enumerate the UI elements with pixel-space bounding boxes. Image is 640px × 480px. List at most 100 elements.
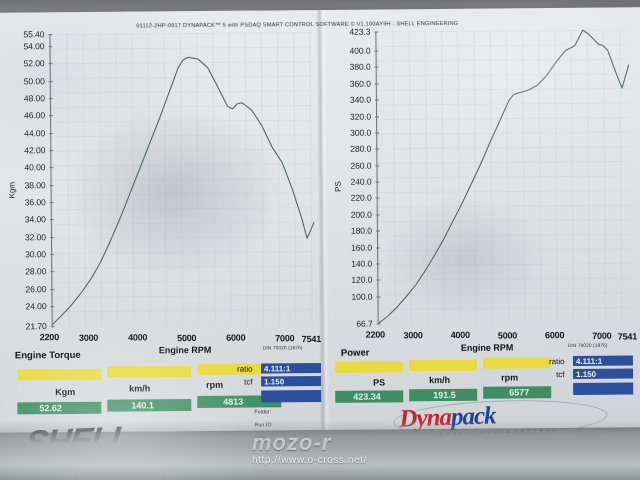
- power-x-axis-title: Engine RPM: [460, 342, 514, 353]
- torque-y-tick: [50, 288, 55, 290]
- torque-y-tick-label: 48.00: [23, 93, 45, 104]
- torque-col-kmh: km/h: [129, 383, 151, 394]
- torque-col-kgm: Kgm: [55, 386, 76, 398]
- torque-y-tick: [49, 115, 54, 117]
- power-y-tick-label: 260.0: [350, 160, 372, 171]
- torque-y-tick-label: 28.00: [25, 266, 47, 277]
- torque-y-tick: [50, 254, 55, 256]
- torque-y-tick-label: 50.00: [23, 75, 45, 87]
- power-y-tick: [374, 31, 379, 33]
- power-x-tick-label: 5000: [497, 330, 518, 341]
- torque-value-rpm: 4813: [223, 396, 244, 407]
- power-x-tick-label: 6000: [544, 330, 565, 341]
- power-y-tick: [375, 148, 380, 150]
- power-x-tick-label: 2200: [365, 329, 386, 340]
- torque-x-tick-label: 3000: [78, 332, 99, 343]
- torque-y-tick-label: 42.00: [24, 145, 46, 156]
- power-chart-title: Power: [340, 347, 370, 359]
- power-y-tick-label: 200.0: [350, 209, 372, 220]
- torque-y-tick-label: 52.00: [23, 58, 45, 69]
- power-kmh-header-bar: [408, 359, 478, 372]
- torque-y-tick-label: 24.00: [25, 301, 47, 312]
- power-y-tick-label: 340.0: [349, 94, 371, 105]
- torque-ratio-label: ratio: [236, 364, 253, 374]
- power-x-tick-label: 7541: [617, 331, 638, 342]
- torque-value-kgm: 52.62: [39, 403, 62, 414]
- torque-curve: [52, 56, 315, 325]
- power-y-tick: [374, 66, 379, 69]
- torque-y-tick: [50, 271, 55, 273]
- power-x-tick-label: 3000: [403, 329, 423, 340]
- torque-y-tick: [49, 219, 54, 221]
- power-y-tick-label: 320.0: [349, 111, 372, 122]
- power-y-tick: [374, 99, 379, 101]
- torque-kgm-header-bar: [17, 368, 102, 381]
- power-y-tick: [375, 116, 380, 118]
- torque-value-kmh: 140.1: [131, 400, 154, 411]
- power-tcf-label: tcf: [556, 370, 565, 380]
- power-y-tick: [374, 83, 379, 85]
- torque-kmh-header-bar: [106, 366, 192, 378]
- torque-y-tick-label: 34.00: [24, 214, 46, 225]
- power-y-tick: [376, 263, 381, 265]
- power-standard-label: DIN 70020 (1976): [567, 343, 608, 350]
- power-curve: [378, 29, 630, 324]
- torque-standard-label: DIN 70020 (1976): [262, 346, 303, 352]
- torque-y-axis-title: Kgm: [7, 181, 17, 199]
- torque-y-tick-label: 30.00: [25, 249, 47, 260]
- torque-y-tick-label: 36.00: [24, 197, 46, 208]
- power-chart: [376, 29, 631, 324]
- power-ratio-label: ratio: [548, 357, 565, 367]
- engine-torque-chart: [50, 32, 315, 327]
- torque-tcf-value: 1.150: [264, 377, 285, 387]
- power-y-tick-label: 400.0: [349, 45, 371, 56]
- torque-ratio-value: 4.111:1: [263, 364, 291, 374]
- torque-y-tick-label: 55.40: [23, 29, 45, 40]
- power-y-tick: [375, 230, 380, 232]
- printout-header-title: 01112-2HP-0917 DYNAPACK™ 5 with PSDAQ SM…: [136, 20, 459, 30]
- power-ps-header-bar: [334, 361, 404, 373]
- power-value-rpm: 6577: [509, 387, 530, 398]
- power-y-tick-label: 360.0: [349, 78, 371, 89]
- torque-y-tick: [50, 326, 55, 328]
- power-y-tick: [375, 197, 380, 200]
- power-y-tick: [375, 132, 380, 134]
- power-y-tick: [375, 165, 380, 167]
- torque-y-tick: [50, 306, 55, 308]
- power-value-kmh: 191.5: [433, 389, 456, 401]
- torque-y-tick: [49, 202, 54, 204]
- power-y-tick-label: 160.0: [351, 242, 373, 253]
- power-y-tick-label: 300.0: [350, 127, 372, 138]
- torque-y-tick: [48, 34, 53, 36]
- torque-y-tick: [48, 98, 53, 100]
- torque-x-tick-label: 7000: [275, 333, 295, 344]
- torque-y-tick-label: 26.00: [25, 283, 47, 295]
- power-y-tick-label: 140.0: [351, 258, 373, 269]
- power-y-axis-title: PS: [333, 181, 343, 192]
- torque-x-tick-label: 2200: [39, 332, 60, 343]
- power-tcf-value: 1.150: [576, 369, 597, 379]
- torque-y-tick: [49, 184, 54, 186]
- watermark-url: http://www.o-cross.net/: [252, 455, 367, 466]
- torque-y-tick: [48, 63, 53, 65]
- power-y-tick: [376, 247, 381, 249]
- torque-col-rpm: rpm: [206, 379, 224, 390]
- power-y-tick: [376, 279, 381, 281]
- torque-x-axis-title: Engine RPM: [158, 344, 212, 356]
- torque-y-tick-label: 21.70: [25, 321, 47, 332]
- watermark-logo: mozo-r: [252, 430, 332, 455]
- torque-x-tick-label: 7541: [301, 333, 322, 344]
- power-ratio-value: 4.111:1: [575, 356, 603, 366]
- torque-tcf-label: tcf: [244, 377, 253, 387]
- power-y-tick-label: 180.0: [350, 225, 372, 236]
- power-col-kmh: km/h: [429, 374, 451, 386]
- torque-y-tick: [49, 167, 54, 169]
- power-rpm-header-bar: [482, 357, 552, 369]
- power-y-tick-label: 280.0: [350, 143, 372, 155]
- power-y-tick-label: 100.0: [351, 291, 373, 302]
- power-y-tick-label: 220.0: [350, 193, 372, 204]
- torque-y-tick: [49, 132, 54, 134]
- torque-y-tick-label: 46.00: [23, 110, 46, 121]
- torque-x-tick-label: 6000: [226, 332, 246, 344]
